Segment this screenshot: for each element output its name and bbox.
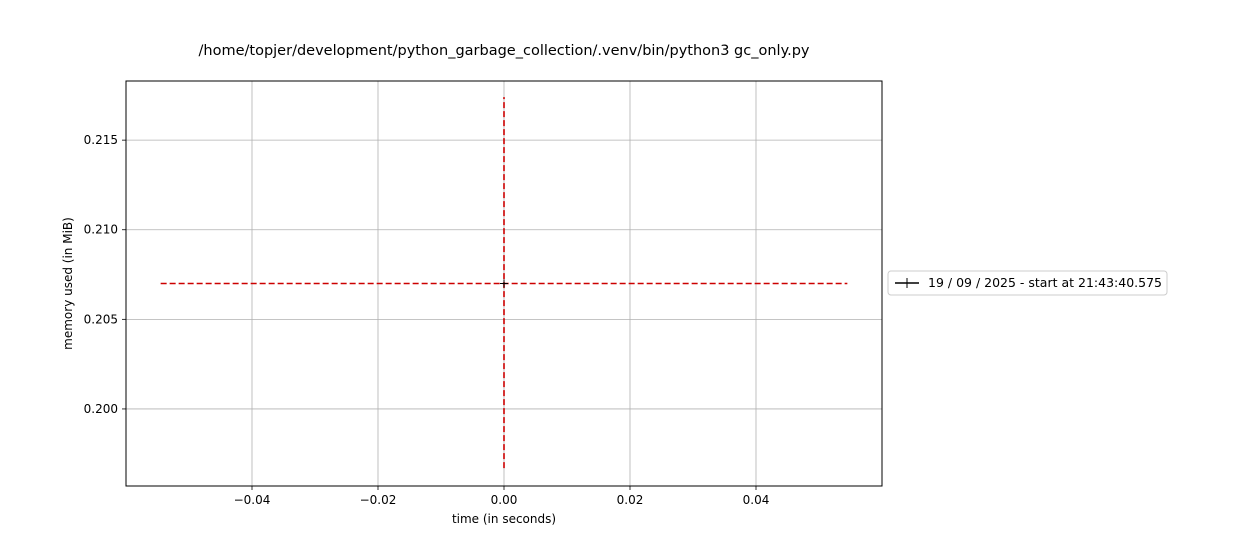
x-tick-label: 0.02 xyxy=(617,493,644,507)
y-tick-label: 0.215 xyxy=(84,133,118,147)
x-tick-label: −0.04 xyxy=(234,493,271,507)
y-tick-label: 0.210 xyxy=(84,223,118,237)
x-tick-label: −0.02 xyxy=(360,493,397,507)
x-tick-label: 0.04 xyxy=(743,493,770,507)
y-tick-label: 0.200 xyxy=(84,402,118,416)
x-axis-label: time (in seconds) xyxy=(452,512,556,526)
x-tick-label: 0.00 xyxy=(491,493,518,507)
x-axis-ticks: −0.04 −0.02 0.00 0.02 0.04 xyxy=(234,486,770,507)
y-axis-ticks: 0.200 0.205 0.210 0.215 xyxy=(84,133,126,416)
legend-box xyxy=(887,270,1168,296)
chart-title: /home/topjer/development/python_garbage_… xyxy=(199,43,810,59)
y-axis-label: memory used (in MiB) xyxy=(61,217,75,350)
legend-entry-label: 19 / 09 / 2025 - start at 21:43:40.575 xyxy=(928,275,1162,290)
y-tick-label: 0.205 xyxy=(84,312,118,326)
legend[interactable]: 19 / 09 / 2025 - start at 21:43:40.575 xyxy=(887,270,1168,296)
series-layer xyxy=(500,279,508,288)
